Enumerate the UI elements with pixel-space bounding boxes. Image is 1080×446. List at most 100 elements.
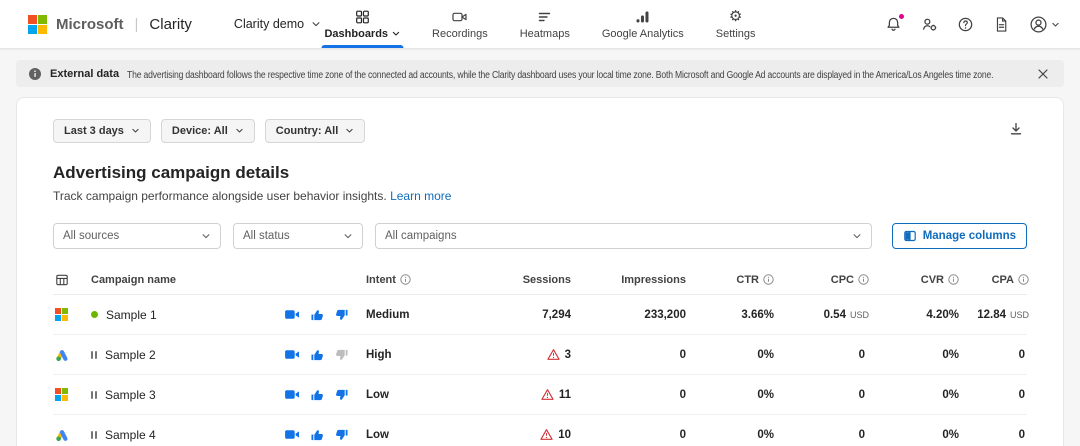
tab-settings[interactable]: ⚙ Settings: [713, 0, 759, 48]
info-icon[interactable]: [858, 274, 869, 285]
thumb-up-icon[interactable]: [308, 386, 326, 404]
campaign-name: Sample 2: [105, 348, 156, 362]
thumb-up-icon[interactable]: [308, 346, 326, 364]
chip-label: Device: All: [172, 125, 228, 137]
sessions-value: 7,294: [542, 309, 571, 321]
subtitle-text: Track campaign performance alongside use…: [53, 189, 387, 203]
ctr-value: 0%: [686, 429, 774, 441]
info-icon[interactable]: [948, 274, 959, 285]
page-title: Advertising campaign details: [53, 163, 1027, 183]
tab-google-analytics[interactable]: Google Analytics: [599, 0, 687, 48]
page-subtitle: Track campaign performance alongside use…: [53, 189, 1027, 203]
country-filter[interactable]: Country: All: [265, 119, 366, 143]
sessions-value: 11: [559, 389, 571, 401]
external-data-banner: External data The advertising dashboard …: [16, 60, 1064, 87]
cpc-value: 0: [859, 429, 865, 441]
chevron-down-icon: [343, 231, 353, 241]
notifications-button[interactable]: [883, 14, 904, 35]
thumb-up-icon[interactable]: [308, 426, 326, 444]
warning-icon: [547, 348, 560, 361]
campaigns-select[interactable]: All campaigns: [375, 223, 872, 249]
ctr-value: 0%: [686, 349, 774, 361]
column-header-impressions: Impressions: [571, 274, 686, 286]
tab-recordings[interactable]: Recordings: [429, 0, 491, 48]
tab-label: Recordings: [432, 28, 488, 40]
cpc-value: 0: [859, 389, 865, 401]
thumb-down-icon[interactable]: [333, 426, 351, 444]
microsoft-ads-logo: [55, 308, 68, 321]
device-filter[interactable]: Device: All: [161, 119, 255, 143]
account-button[interactable]: [1027, 13, 1062, 36]
tab-label: Settings: [716, 28, 756, 40]
column-header-campaign-name: Campaign name: [91, 274, 266, 286]
table-row: Sample 1 Medium 7,294 233,200 3.66% 0.54…: [53, 295, 1027, 335]
chevron-down-icon: [391, 29, 400, 38]
intent-value: Low: [366, 429, 471, 441]
project-selector[interactable]: Clarity demo: [234, 17, 321, 31]
user-settings-button[interactable]: [919, 14, 940, 35]
learn-more-link[interactable]: Learn more: [390, 189, 451, 203]
thumb-down-icon[interactable]: [333, 346, 351, 364]
settings-gear-icon: ⚙: [729, 9, 742, 25]
main-nav: Dashboards Recordings Heatmaps Google An…: [321, 0, 758, 48]
table-row: Sample 4 Low 10 0 0% 0 0% 0: [53, 415, 1027, 446]
column-header-cpa: CPA: [959, 274, 1029, 286]
impressions-value: 0: [571, 389, 686, 401]
filter-chips: Last 3 days Device: All Country: All: [53, 118, 1027, 143]
thumb-down-icon[interactable]: [333, 306, 351, 324]
download-button[interactable]: [1005, 118, 1027, 143]
thumb-up-icon[interactable]: [308, 306, 326, 324]
dashboard-card: Last 3 days Device: All Country: All Adv…: [16, 97, 1064, 446]
info-icon[interactable]: [1018, 274, 1029, 285]
sources-select[interactable]: All sources: [53, 223, 221, 249]
columns-icon: [903, 229, 917, 243]
sessions-value: 10: [558, 429, 571, 441]
column-header-cpc: CPC: [774, 274, 869, 286]
date-range-filter[interactable]: Last 3 days: [53, 119, 151, 143]
help-button[interactable]: [955, 14, 976, 35]
cvr-value: 4.20%: [869, 309, 959, 321]
campaigns-select-value: All campaigns: [385, 230, 457, 242]
cpc-unit: USD: [850, 310, 869, 320]
table-grid-icon[interactable]: [55, 273, 69, 287]
info-icon[interactable]: [763, 274, 774, 285]
table-controls: All sources All status All campaigns Man…: [53, 223, 1027, 249]
banner-label: External data: [50, 68, 119, 80]
chevron-down-icon: [235, 126, 244, 135]
thumb-down-icon[interactable]: [333, 386, 351, 404]
tab-heatmaps[interactable]: Heatmaps: [517, 0, 573, 48]
intent-value: Medium: [366, 309, 471, 321]
cpa-value: 12.84: [977, 309, 1006, 321]
manage-columns-button[interactable]: Manage columns: [892, 223, 1027, 249]
recordings-icon[interactable]: [282, 305, 301, 324]
cvr-value: 0%: [869, 429, 959, 441]
info-icon[interactable]: [400, 274, 411, 285]
recordings-icon[interactable]: [282, 425, 301, 444]
tab-dashboards[interactable]: Dashboards: [321, 0, 403, 48]
brand-name: Microsoft: [56, 16, 124, 33]
impressions-value: 0: [571, 429, 686, 441]
notification-dot: [898, 13, 905, 20]
banner-close-button[interactable]: [1034, 65, 1052, 83]
docs-button[interactable]: [991, 14, 1012, 35]
warning-icon: [541, 388, 554, 401]
chevron-down-icon: [345, 126, 354, 135]
chevron-down-icon: [1051, 20, 1060, 29]
recordings-icon[interactable]: [282, 345, 301, 364]
cpc-value: 0: [859, 349, 865, 361]
tab-label: Google Analytics: [602, 28, 684, 40]
table-header: Campaign name Intent Sessions Impression…: [53, 265, 1027, 295]
status-select[interactable]: All status: [233, 223, 363, 249]
column-header-cvr: CVR: [869, 274, 959, 286]
close-icon: [1037, 68, 1049, 80]
recordings-icon[interactable]: [282, 385, 301, 404]
cvr-value: 0%: [869, 389, 959, 401]
cpc-value: 0.54: [824, 309, 846, 321]
status-paused-icon: [91, 351, 97, 359]
cvr-value: 0%: [869, 349, 959, 361]
chevron-down-icon: [131, 126, 140, 135]
status-active-dot: [91, 311, 98, 318]
heatmaps-icon: [537, 9, 553, 25]
google-ads-logo: [55, 428, 69, 442]
google-ads-logo: [55, 348, 69, 362]
